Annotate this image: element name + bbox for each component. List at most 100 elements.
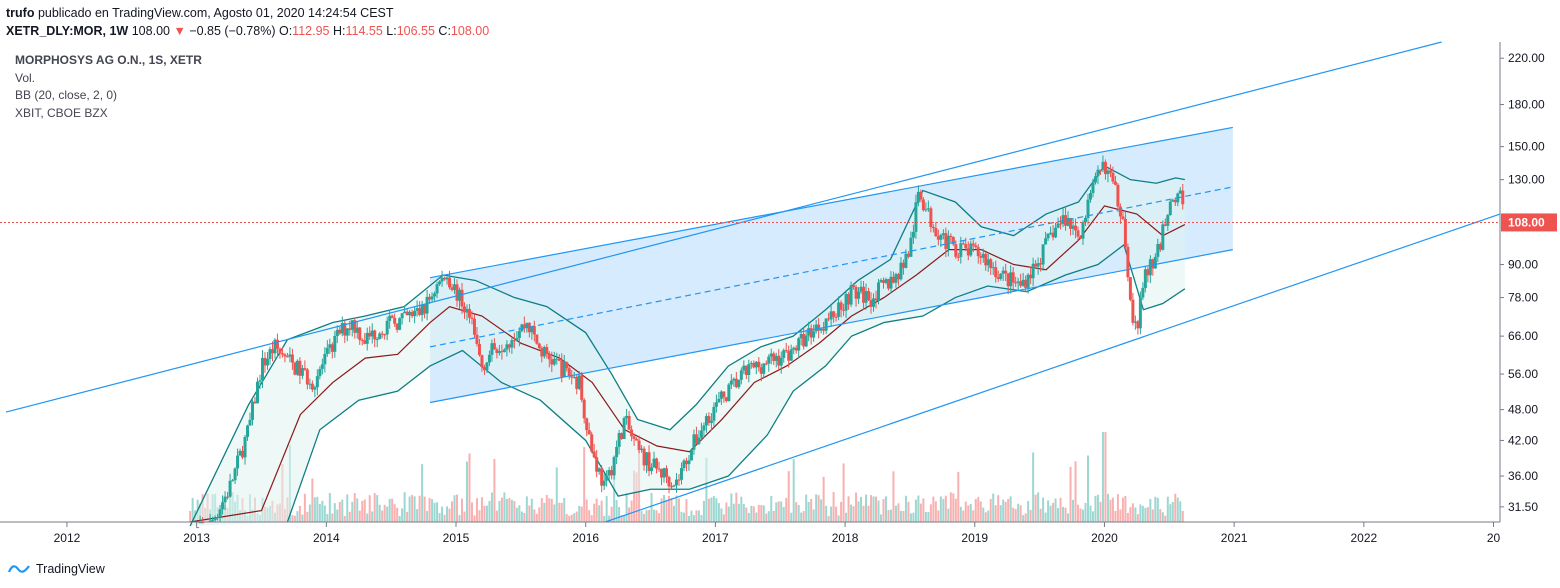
volume-bar [540,497,543,522]
candle-body [338,329,342,334]
volume-bar [914,499,917,522]
volume-bar [378,504,381,522]
candle-body [699,430,703,438]
candle-body [857,291,861,299]
volume-bar [595,498,598,522]
candle-body [874,298,878,301]
trendline-channel-lower[interactable] [429,249,1233,404]
legend-volume[interactable]: Vol. [15,70,36,85]
trendline-channel-upper[interactable] [429,126,1233,279]
volume-bar [907,501,910,522]
legend-title[interactable]: MORPHOSYS AG O.N., 1S, XETR [15,53,202,67]
candle-body [415,308,419,311]
candle-body [867,291,871,301]
candle-body [420,304,424,315]
high-value: 114.55 [345,24,383,38]
volume-bar [558,502,561,522]
candle-body [542,347,546,357]
volume-bar [505,499,508,522]
candle-body [1121,216,1125,219]
candle-body [448,277,452,288]
channel-fill [430,127,1233,403]
candle-body [348,328,352,330]
candle-body [370,330,374,337]
volume-bar [952,493,955,522]
candle-body [719,391,723,399]
candle-body [969,243,973,256]
candle-body [547,353,551,360]
candle-body [884,279,888,283]
volume-bar [757,504,760,522]
author-name[interactable]: trufo [6,6,35,20]
trendline-outer-lower[interactable] [604,213,1501,523]
candle-body [899,262,903,280]
candle-body [876,282,880,301]
candle-body [477,343,481,356]
volume-bar [386,506,389,522]
volume-bar [815,494,818,522]
trendline-outer-upper[interactable] [5,41,1442,413]
candle-body [916,191,920,203]
candle-body [375,339,379,341]
volume-bar [296,511,299,522]
volume-bar [608,515,611,522]
low-label: L: [386,24,397,38]
volume-bar [498,501,501,522]
volume-bar [1139,504,1142,522]
candle-body [994,267,998,278]
volume-bar [1156,497,1159,522]
candle-body [428,296,432,300]
volume-bar [732,503,735,522]
volume-bar [932,496,935,522]
volume-bar [1099,501,1102,522]
volume-bar [396,507,399,522]
volume-bar [1064,507,1067,522]
candle-body [645,452,649,466]
candle-body [640,448,644,450]
candle-body [839,302,843,310]
trend-lines[interactable] [5,41,1501,523]
volume-bar [745,507,748,522]
volume-bar [570,514,573,522]
candle-body [318,368,322,377]
volume-bar [1096,494,1099,522]
volume-bar [750,505,753,522]
brand-name[interactable]: TradingView [36,562,105,576]
volume-bar [553,504,556,522]
bollinger-basis-line [190,205,1186,523]
candle-body [1001,270,1005,274]
candle-body [1029,274,1033,279]
candle-body [497,351,501,354]
candle-body [343,323,347,336]
edge-mask [1558,0,1560,588]
candle-body [572,376,576,378]
candle-body [647,452,651,472]
candle-body [919,191,923,200]
candle-body [388,315,392,321]
volume-bar [1179,501,1182,522]
candle-body [472,318,476,335]
volume-bar [303,493,306,522]
candle-body [769,353,773,357]
volume-bar [1007,498,1010,522]
candle-body [1161,224,1165,250]
trendline-channel-mid[interactable] [429,186,1233,348]
legend-bollinger[interactable]: BB (20, close, 2, 0) [15,88,118,102]
volume-bar [361,500,364,522]
candle-body [305,369,309,385]
volume-bar [643,514,646,522]
candle-body [577,375,581,389]
candle-body [1041,244,1045,265]
candle-body [739,370,743,380]
candle-body [712,406,716,421]
open-value: 112.95 [292,24,330,38]
candle-body [924,209,928,211]
candle-body [1151,259,1155,269]
volume-bar [1062,506,1065,522]
y-tick-label: 130.00 [1508,173,1545,187]
volume-bar [830,506,833,522]
volume-bar [478,510,481,522]
legend-xbit[interactable]: XBIT, CBOE BZX [15,105,108,120]
x-tick-label: 2021 [1221,531,1248,545]
